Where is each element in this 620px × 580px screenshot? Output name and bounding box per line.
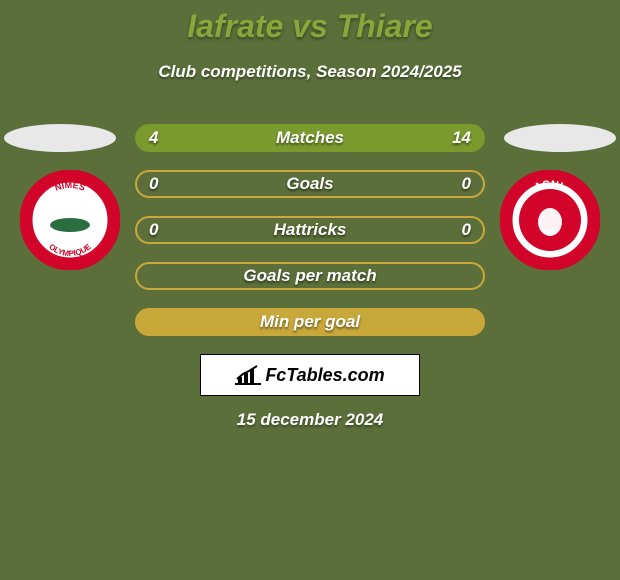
brand-text: FcTables.com	[265, 365, 384, 386]
stat-right-value: 0	[462, 174, 471, 194]
page-title: Iafrate vs Thiare	[0, 8, 620, 45]
stat-bar-goals-per-match: Goals per match	[135, 262, 485, 290]
stat-left-value: 0	[149, 220, 158, 240]
stat-bar-min-per-goal: Min per goal	[135, 308, 485, 336]
stat-bar-hattricks: 0 Hattricks 0	[135, 216, 485, 244]
player-right-placeholder	[504, 124, 616, 152]
stat-label: Goals per match	[243, 266, 376, 286]
stat-left-value: 0	[149, 174, 158, 194]
club-badge-right: ASNL	[500, 170, 600, 270]
stats-infographic: Iafrate vs Thiare Club competitions, Sea…	[0, 0, 620, 580]
stat-right-value: 14	[452, 128, 471, 148]
stat-label: Goals	[286, 174, 333, 194]
brand-box: FcTables.com	[200, 354, 420, 396]
subtitle: Club competitions, Season 2024/2025	[0, 62, 620, 82]
stat-label: Min per goal	[260, 312, 360, 332]
stat-bar-goals: 0 Goals 0	[135, 170, 485, 198]
stat-bar-matches: 4 Matches 14	[135, 124, 485, 152]
stat-right-value: 0	[462, 220, 471, 240]
crocodile-icon	[50, 218, 90, 232]
stat-label: Hattricks	[274, 220, 347, 240]
player-left-placeholder	[4, 124, 116, 152]
chart-icon	[235, 365, 261, 385]
club-badge-left: NIMES OLYMPIQUE	[20, 170, 120, 270]
thistle-icon	[538, 208, 562, 236]
stat-left-value: 4	[149, 128, 158, 148]
stat-label: Matches	[276, 128, 344, 148]
date-line: 15 december 2024	[0, 410, 620, 430]
